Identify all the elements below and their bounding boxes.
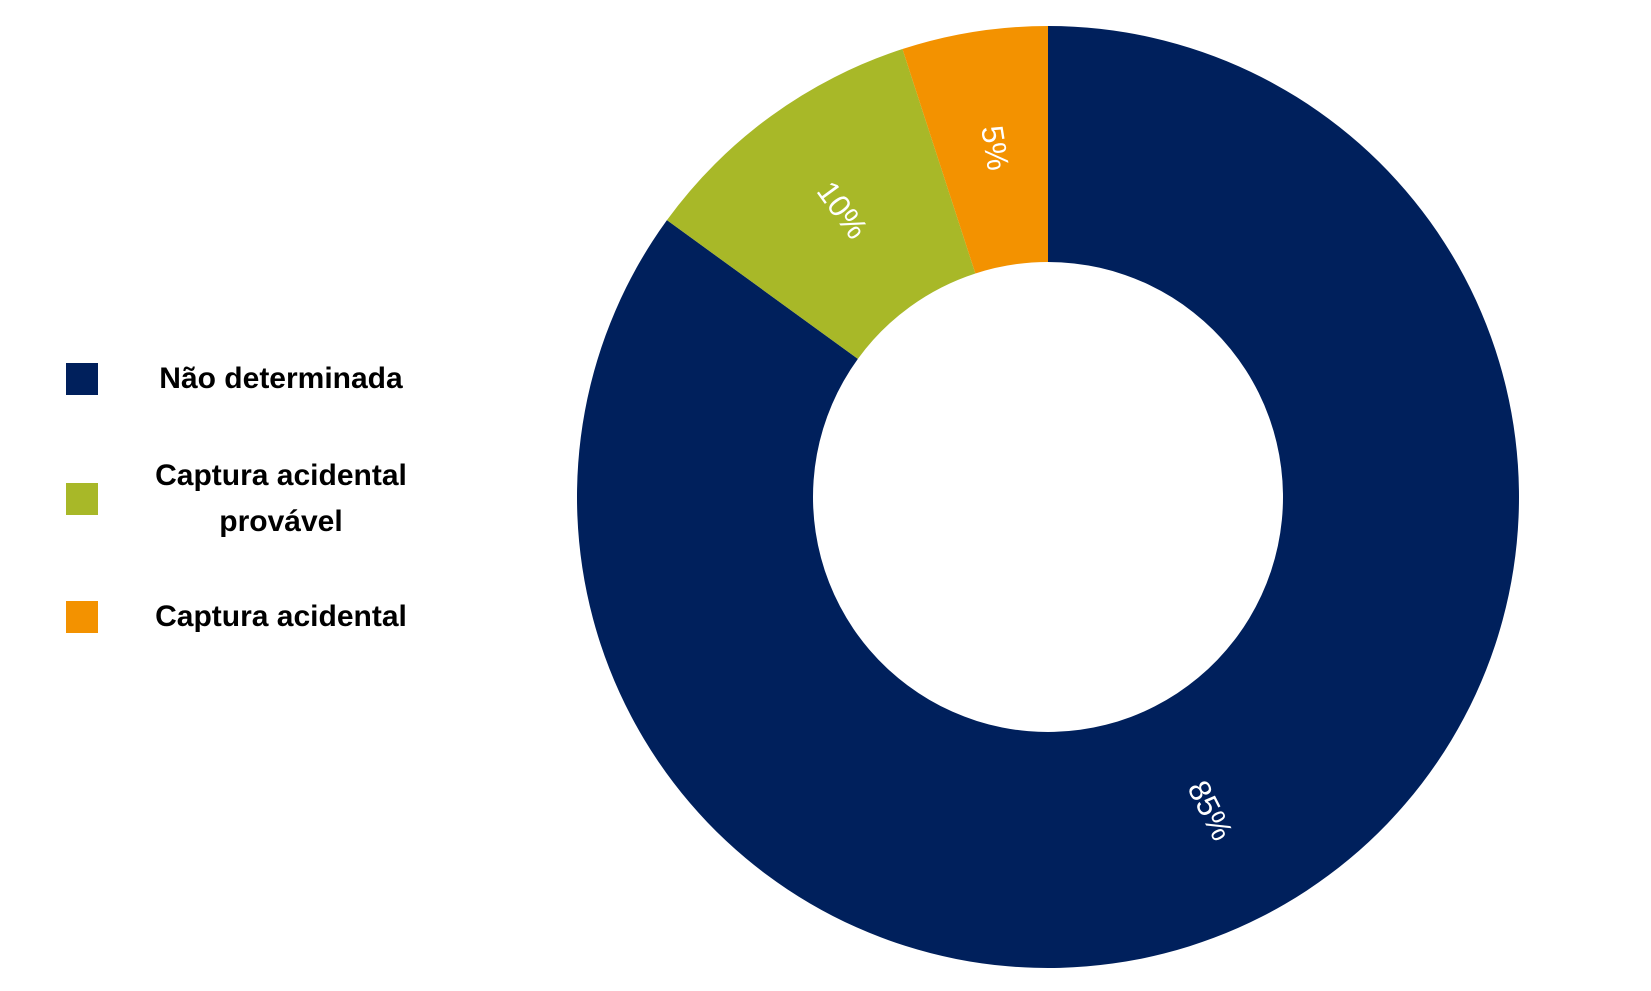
legend: Não determinada Captura acidental prováve… xyxy=(66,0,466,991)
legend-item: Captura acidental provável xyxy=(66,453,466,545)
legend-swatch xyxy=(66,483,98,515)
slice xyxy=(666,49,976,359)
legend-swatch xyxy=(66,363,98,395)
legend-label: Captura acidental provável xyxy=(155,459,407,538)
legend-label: Não determinada xyxy=(159,362,403,395)
slice xyxy=(902,26,1048,274)
slice xyxy=(576,26,1519,969)
legend-label: Captura acidental xyxy=(155,600,407,633)
data-label: 5% xyxy=(974,123,1016,173)
legend-item: Captura acidental xyxy=(66,594,466,640)
legend-swatch xyxy=(66,601,98,633)
legend-item: Não determinada xyxy=(66,356,466,402)
